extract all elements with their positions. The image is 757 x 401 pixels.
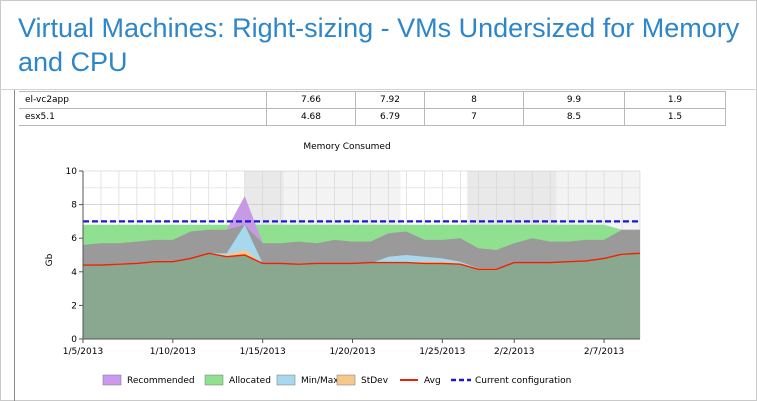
content-left-border — [14, 90, 15, 401]
consumed-area — [83, 253, 640, 339]
table-cell: 7.66 — [266, 91, 356, 109]
table-row: el-vc2app 7.66 7.92 8 9.9 1.9 — [19, 91, 726, 109]
table-cell: 4.68 — [266, 108, 356, 126]
x-tick-label: 1/10/2013 — [150, 347, 196, 357]
table-cell: 9.9 — [523, 91, 625, 109]
y-tick-label: 2 — [71, 301, 77, 311]
chart-legend: Recommended Allocated Min/Max StDev Avg Curre… — [102, 374, 571, 386]
table-row: esx5.1 4.68 6.79 7 8.5 1.5 — [19, 108, 726, 126]
y-axis-label: Gb — [45, 253, 55, 266]
chart-title: Memory Consumed — [303, 142, 390, 152]
avg-line — [83, 252, 641, 270]
page-title: Virtual Machines: Right-sizing - VMs Und… — [18, 13, 740, 77]
vm-name-cell: esx5.1 — [19, 108, 267, 126]
x-tick-label: 1/25/2013 — [419, 347, 465, 357]
legend-label: Recommended — [127, 376, 195, 386]
legend-label: Avg — [424, 376, 441, 386]
x-tick-label: 1/15/2013 — [240, 347, 286, 357]
table-cell: 7.92 — [355, 91, 425, 109]
table-cell: 1.9 — [624, 91, 726, 109]
table-cell: 1.5 — [624, 108, 726, 126]
legend-swatch — [204, 374, 224, 386]
legend-swatch — [102, 374, 122, 386]
plot-area: 0 2 4 6 8 10 1/5/2013 1/10/2013 1/15/2013 1/20/20… — [63, 167, 641, 357]
y-tick-label: 6 — [71, 234, 77, 244]
legend-label: Current configuration — [475, 376, 571, 386]
table-cell: 6.79 — [355, 108, 425, 126]
memory-consumed-chart: Memory Consumed Gb 0 2 4 6 8 10 1/5/2013 1/10/2… — [45, 142, 641, 386]
x-tick-label: 1/5/2013 — [63, 347, 103, 357]
x-tick-label: 2/2/2013 — [494, 347, 534, 357]
y-tick-label: 8 — [71, 201, 77, 211]
table-cell: 7 — [424, 108, 524, 126]
y-tick-label: 10 — [66, 167, 78, 177]
vm-table: el-vc2app 7.66 7.92 8 9.9 1.9 esx5.1 4.6… — [19, 91, 726, 126]
legend-label: Allocated — [229, 376, 271, 386]
legend-swatch — [336, 374, 356, 386]
x-tick-label: 2/7/2013 — [584, 347, 624, 357]
y-tick-label: 0 — [71, 335, 77, 345]
x-tick-label: 1/20/2013 — [329, 347, 375, 357]
table-cell: 8.5 — [523, 108, 625, 126]
legend-label: Min/Max — [301, 376, 339, 386]
vm-name-cell: el-vc2app — [19, 91, 267, 109]
table-cell: 8 — [424, 91, 524, 109]
y-tick-label: 4 — [71, 268, 77, 278]
legend-swatch — [276, 374, 296, 386]
title-divider — [0, 89, 757, 90]
legend-label: StDev — [361, 376, 389, 386]
